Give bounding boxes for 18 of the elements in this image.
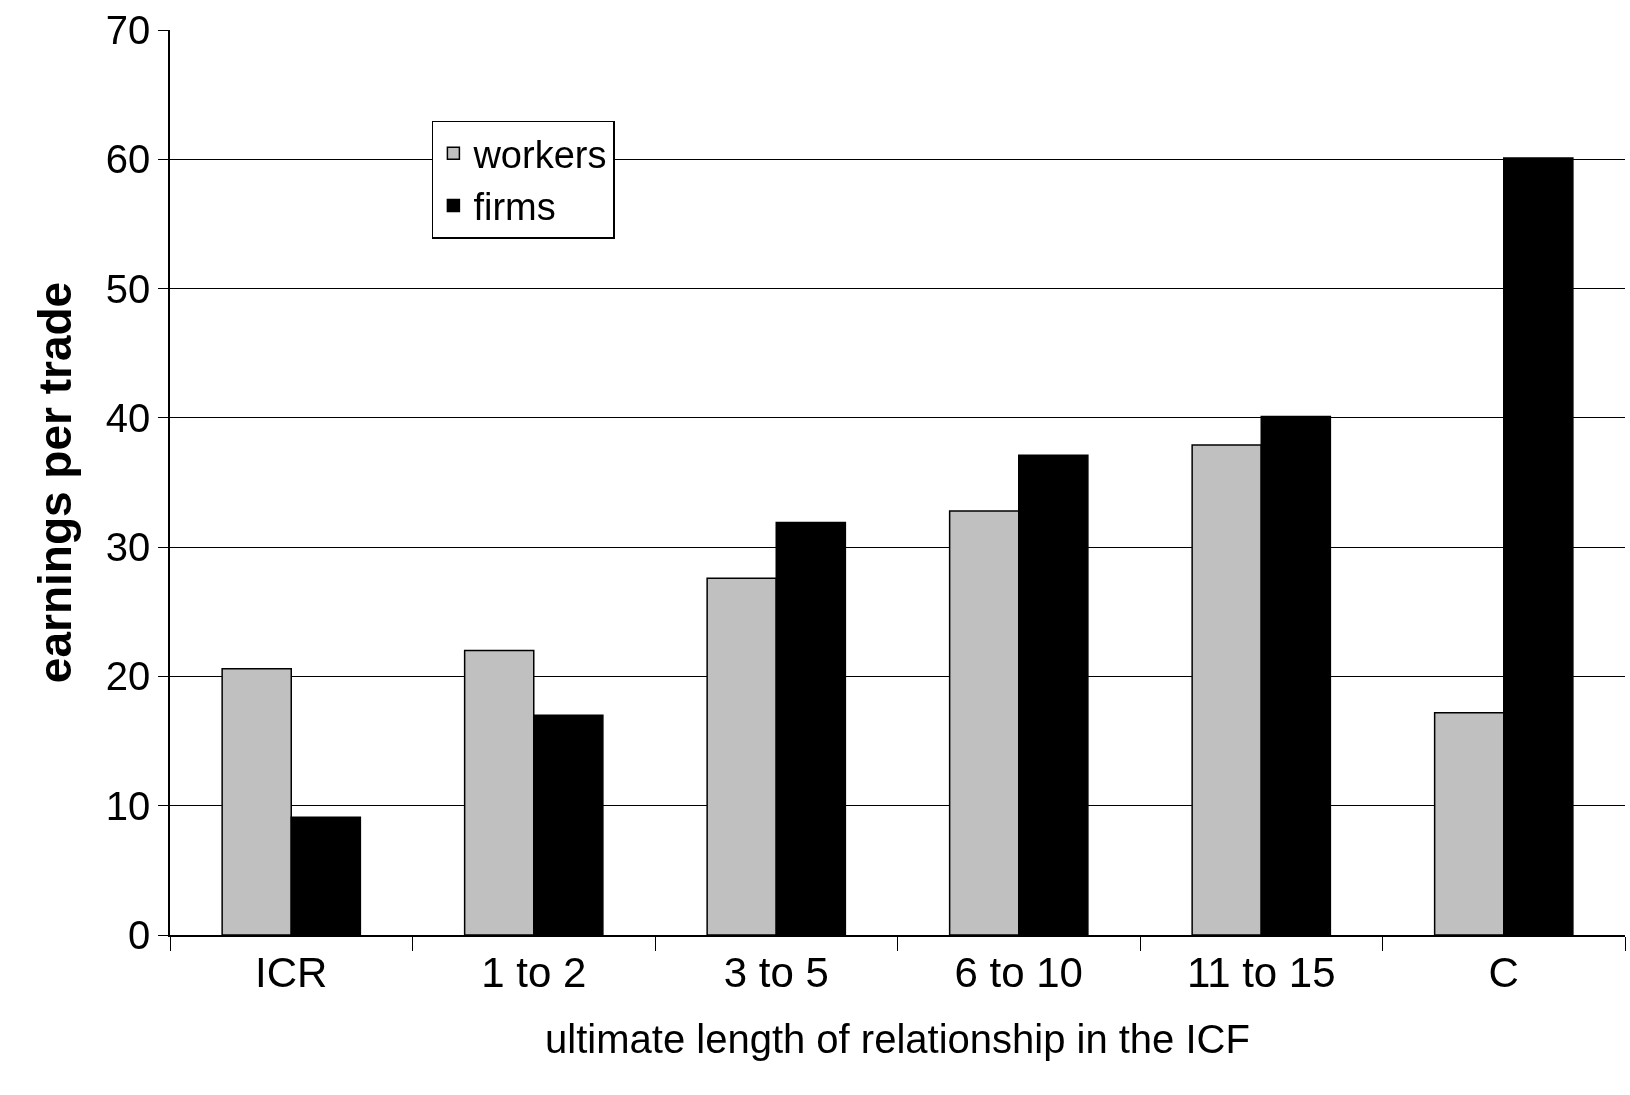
- y-tick-label: 10: [105, 783, 151, 828]
- x-tick-label: 11 to 15: [1186, 949, 1336, 997]
- y-tick-label: 60: [105, 137, 151, 182]
- x-tick-label: C: [1488, 949, 1519, 997]
- legend-label: workers: [472, 134, 607, 177]
- y-tick-label: 0: [128, 913, 151, 957]
- y-tick-label: 20: [105, 654, 151, 699]
- x-tick-label: ICR: [255, 949, 328, 997]
- x-tick-label: 1 to 2: [481, 949, 587, 997]
- y-axis-title: earnings per trade: [28, 281, 81, 684]
- x-axis-title: ultimate length of relationship in the ICF: [545, 1017, 1250, 1062]
- y-tick-label: 50: [105, 266, 151, 311]
- y-tick-label: 40: [105, 395, 151, 440]
- legend-label: firms: [473, 186, 556, 229]
- y-tick-label: 30: [105, 525, 151, 570]
- x-tick-label: 3 to 5: [723, 949, 829, 997]
- x-tick-label: 6 to 10: [954, 949, 1083, 997]
- y-tick-label: 70: [105, 8, 151, 52]
